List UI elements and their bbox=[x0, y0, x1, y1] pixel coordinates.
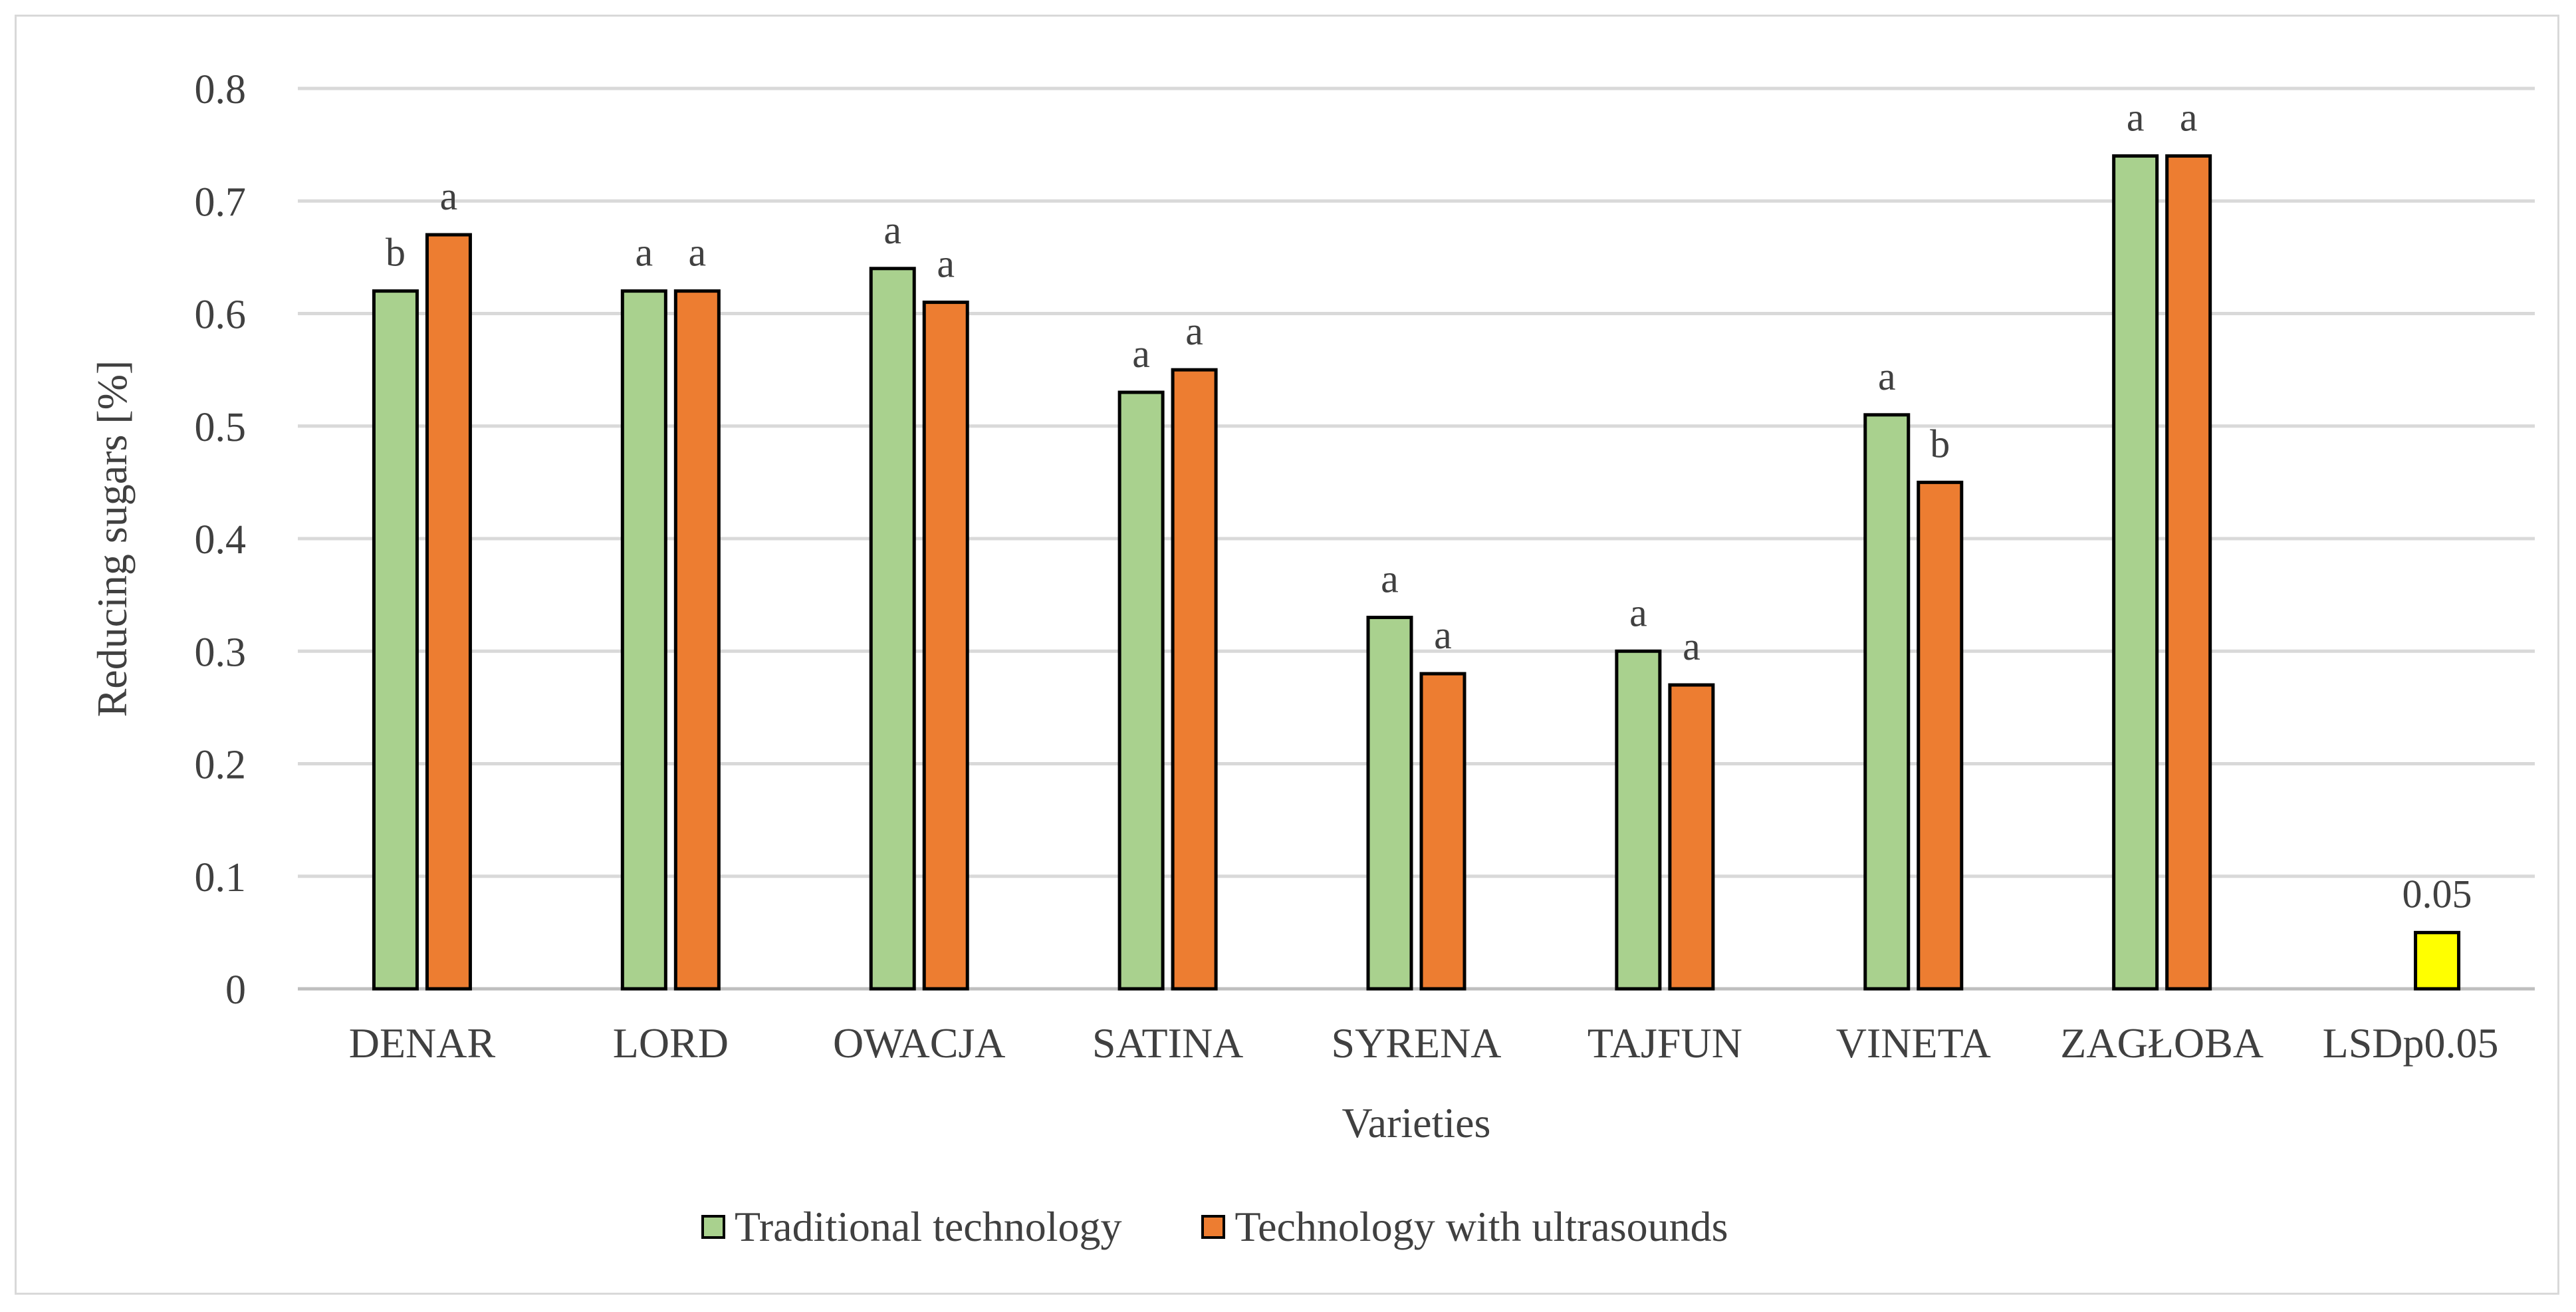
y-tick-label: 0.7 bbox=[195, 180, 247, 225]
bar bbox=[1863, 413, 1911, 991]
bar-letter-label: a bbox=[883, 208, 901, 252]
bar-letter-label: a bbox=[440, 174, 458, 218]
bar bbox=[673, 289, 721, 991]
bar-chart: 0 0.1 0.2 0.3 0.4 0.5 0.6 0.7 0.8 Reducing sugars… bbox=[88, 67, 2535, 1146]
bar-letter-label: a bbox=[689, 231, 707, 275]
x-tick-label: OWACJA bbox=[833, 1019, 1006, 1067]
chart-frame: 0 0.1 0.2 0.3 0.4 0.5 0.6 0.7 0.8 Reducing sugars… bbox=[15, 15, 2559, 1295]
bar bbox=[922, 301, 969, 991]
x-tick-label: DENAR bbox=[349, 1019, 496, 1067]
legend-item-ultrasounds: Technology with ultrasounds bbox=[1201, 1202, 1728, 1251]
x-tick-label: LORD bbox=[613, 1019, 729, 1067]
x-tick-label: TAJFUN bbox=[1587, 1019, 1742, 1067]
y-tick-label: 0.1 bbox=[195, 855, 247, 900]
x-tick-label: VINETA bbox=[1836, 1019, 1991, 1067]
bar bbox=[1615, 649, 1662, 991]
bar-letter-label: a bbox=[1132, 332, 1150, 376]
bar bbox=[425, 233, 472, 991]
bar-letter-label: a bbox=[1381, 557, 1399, 600]
y-tick-label: 0 bbox=[225, 968, 246, 1013]
legend-swatch-ultrasounds bbox=[1201, 1215, 1226, 1239]
y-tick-label: 0.5 bbox=[195, 405, 247, 450]
bar bbox=[1117, 390, 1165, 991]
bar-letter-label: a bbox=[636, 231, 653, 275]
legend-label-ultrasounds: Technology with ultrasounds bbox=[1234, 1203, 1728, 1250]
y-tick-label: 0.8 bbox=[195, 67, 247, 112]
bar bbox=[1366, 615, 1413, 991]
bar bbox=[620, 289, 667, 991]
bar-letter-label: a bbox=[1878, 354, 1896, 398]
x-tick-label: LSDp0.05 bbox=[2323, 1019, 2499, 1067]
bar bbox=[1917, 480, 1964, 991]
legend-label-traditional: Traditional technology bbox=[735, 1203, 1122, 1250]
x-tick-label: SYRENA bbox=[1331, 1019, 1501, 1067]
bar bbox=[1171, 368, 1218, 991]
bar bbox=[1419, 672, 1466, 991]
bar bbox=[1668, 683, 1715, 991]
bar-letter-label: a bbox=[937, 242, 955, 286]
x-axis-title: Varieties bbox=[1342, 1099, 1491, 1146]
bar-letter-label: a bbox=[1434, 613, 1452, 657]
bar-letter-label: a bbox=[1629, 590, 1647, 634]
chart-legend: Traditional technology Technology with u… bbox=[701, 1197, 1728, 1257]
bar bbox=[2112, 154, 2159, 991]
y-axis-title: Reducing sugars [%] bbox=[88, 360, 136, 718]
lsd-bar bbox=[2414, 930, 2461, 991]
y-tick-label: 0.6 bbox=[195, 293, 247, 338]
bar bbox=[2165, 154, 2212, 991]
bar-letter-label: a bbox=[1185, 309, 1203, 353]
bar-letter-label: b bbox=[1930, 422, 1950, 465]
x-tick-label: SATINA bbox=[1092, 1019, 1244, 1067]
bar-letter-label: b bbox=[386, 231, 406, 275]
bar bbox=[372, 289, 419, 991]
bar bbox=[869, 267, 916, 991]
x-tick-label: ZAGŁOBA bbox=[2060, 1019, 2264, 1067]
bar-letter-label: a bbox=[1683, 624, 1700, 668]
legend-item-traditional: Traditional technology bbox=[701, 1202, 1121, 1251]
bar-letter-label: a bbox=[2127, 96, 2145, 140]
legend-swatch-traditional bbox=[701, 1215, 725, 1239]
y-tick-label: 0.2 bbox=[195, 743, 247, 788]
lsd-value-label: 0.05 bbox=[2402, 872, 2472, 916]
y-tick-label: 0.4 bbox=[195, 517, 247, 563]
bar-letter-label: a bbox=[2180, 96, 2198, 140]
y-tick-label: 0.3 bbox=[195, 630, 247, 675]
